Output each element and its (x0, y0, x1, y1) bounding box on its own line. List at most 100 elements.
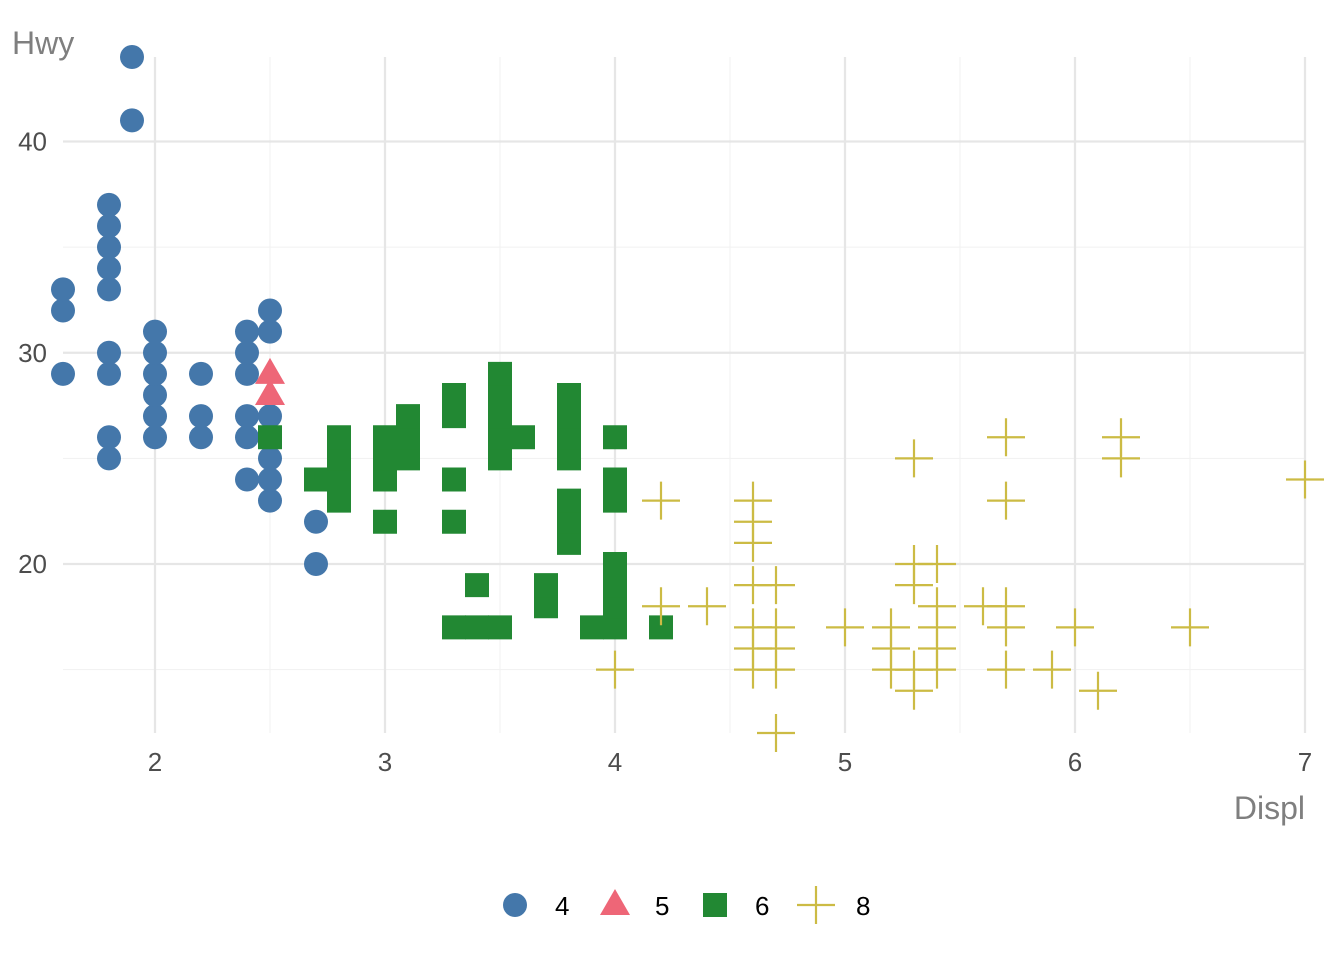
point-cross (757, 714, 795, 752)
point-circle (97, 425, 121, 450)
y-tick-label: 40 (18, 127, 47, 157)
point-cross (895, 439, 933, 478)
point-square (488, 361, 512, 386)
point-circle (97, 256, 121, 281)
legend-label: 6 (755, 891, 769, 921)
minor-gridlines (63, 57, 1305, 733)
point-square (557, 509, 581, 534)
y-tick-label: 30 (18, 338, 47, 368)
point-square (442, 383, 466, 407)
point-square (373, 467, 397, 492)
point-square (557, 383, 581, 407)
series-5 (255, 357, 285, 405)
point-cross (1102, 418, 1140, 457)
point-circle (97, 361, 121, 386)
point-circle (189, 425, 213, 450)
point-square (534, 594, 558, 619)
point-square (511, 425, 535, 450)
point-cross (734, 481, 772, 520)
point-circle (143, 383, 167, 407)
point-square (580, 615, 604, 640)
x-tick-label: 4 (608, 747, 622, 777)
point-circle (304, 552, 328, 576)
point-triangle (255, 379, 285, 405)
point-circle (235, 319, 259, 344)
point-circle (97, 277, 121, 302)
point-cross (1056, 608, 1094, 647)
point-square (603, 594, 627, 619)
point-square (373, 509, 397, 534)
point-cross (872, 608, 910, 647)
point-square (327, 467, 351, 492)
point-circle (51, 298, 75, 323)
point-square (396, 404, 420, 429)
point-circle (258, 467, 282, 492)
legend-label: 5 (655, 891, 669, 921)
x-axis-title: Displ (1234, 790, 1305, 826)
point-circle (189, 404, 213, 429)
point-cross (642, 481, 680, 520)
series-6 (258, 361, 673, 640)
point-square (373, 446, 397, 471)
point-circle (97, 235, 121, 260)
point-circle (97, 192, 121, 217)
legend-item-4: 4 (503, 891, 569, 921)
legend-key-cross (797, 886, 835, 924)
legend-key-square (703, 893, 727, 917)
point-square (327, 425, 351, 450)
point-cross (987, 418, 1025, 457)
point-circle (258, 404, 282, 429)
point-cross (596, 650, 634, 689)
x-axis-tick-labels: 2 3 4 5 6 7 (148, 747, 1312, 777)
point-circle (235, 361, 259, 386)
point-square (557, 446, 581, 471)
point-circle (235, 404, 259, 429)
point-square (396, 425, 420, 450)
legend-key-circle (503, 893, 527, 917)
point-square (442, 615, 466, 640)
point-cross (1286, 460, 1324, 499)
point-square (534, 573, 558, 598)
legend-label: 4 (555, 891, 569, 921)
point-circle (258, 319, 282, 344)
point-cross (757, 608, 795, 647)
point-circle (235, 425, 259, 450)
point-circle (235, 467, 259, 492)
point-circle (51, 277, 75, 302)
x-tick-label: 2 (148, 747, 162, 777)
data-points (51, 45, 1324, 752)
point-square (465, 615, 489, 640)
legend-item-6: 6 (703, 891, 769, 921)
point-circle (189, 361, 213, 386)
point-circle (97, 214, 121, 238)
point-circle (143, 340, 167, 365)
series-8 (596, 418, 1324, 752)
legend-label: 8 (856, 891, 870, 921)
point-circle (304, 509, 328, 534)
point-cross (987, 587, 1025, 626)
point-circle (258, 298, 282, 323)
point-cross (918, 587, 956, 626)
point-cross (987, 650, 1025, 689)
point-square (465, 573, 489, 598)
point-square (304, 467, 328, 492)
point-square (327, 446, 351, 471)
point-circle (120, 45, 144, 69)
x-tick-label: 5 (838, 747, 852, 777)
point-circle (143, 319, 167, 344)
point-cross (1033, 650, 1071, 689)
point-triangle (255, 357, 285, 384)
x-tick-label: 7 (1298, 747, 1312, 777)
point-square (488, 446, 512, 471)
point-circle (143, 404, 167, 429)
point-square (488, 383, 512, 407)
point-cross (688, 587, 726, 626)
point-square (603, 573, 627, 598)
point-cross (1079, 671, 1117, 710)
point-cross (1171, 608, 1209, 647)
y-tick-label: 20 (18, 549, 47, 579)
point-circle (143, 361, 167, 386)
point-square (557, 488, 581, 513)
point-square (603, 425, 627, 450)
